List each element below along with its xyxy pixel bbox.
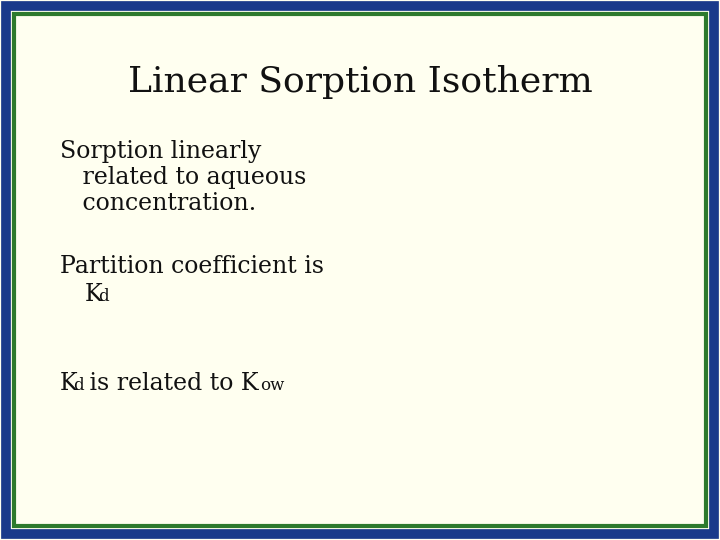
Text: d: d — [73, 377, 84, 394]
Text: K: K — [85, 283, 103, 306]
Text: concentration.: concentration. — [60, 192, 256, 215]
Text: Sorption linearly: Sorption linearly — [60, 140, 261, 163]
Text: Linear Sorption Isotherm: Linear Sorption Isotherm — [127, 65, 593, 99]
Text: Partition coefficient is: Partition coefficient is — [60, 255, 324, 278]
Text: is related to K: is related to K — [82, 372, 258, 395]
Text: d: d — [98, 288, 109, 305]
Text: K: K — [60, 372, 78, 395]
Text: related to aqueous: related to aqueous — [60, 166, 307, 189]
Text: ow: ow — [260, 377, 284, 394]
